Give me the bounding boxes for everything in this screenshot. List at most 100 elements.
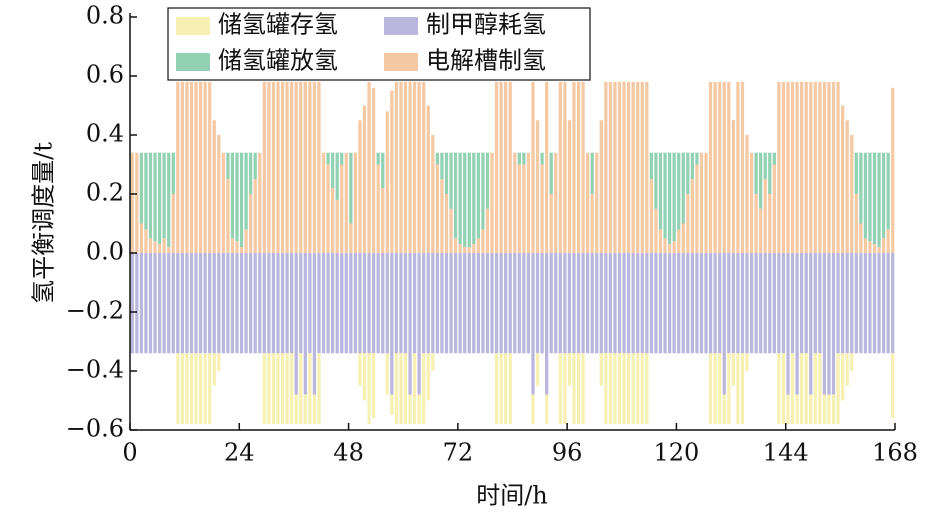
bar-segment (686, 152, 690, 194)
bar-segment (381, 152, 385, 189)
bar-segment (545, 394, 549, 425)
bar-segment (371, 353, 376, 419)
bar-segment (139, 223, 144, 253)
bar-segment (522, 253, 526, 354)
bar-segment (185, 81, 189, 254)
bar-segment (545, 253, 549, 395)
bar-segment (686, 194, 690, 253)
bar-segment (157, 152, 162, 245)
bar-segment (157, 244, 162, 253)
bar-segment (490, 152, 494, 253)
bar-segment (189, 353, 194, 425)
bar-segment (622, 253, 626, 354)
bar-segment (367, 253, 371, 354)
bar-segment (599, 253, 603, 354)
y-tick-label: 0.4 (86, 120, 124, 148)
y-tick-label: 0.8 (86, 2, 124, 30)
bar-segment (303, 394, 307, 425)
bar-segment (130, 253, 134, 354)
x-tick-label: 0 (122, 439, 137, 467)
bar-segment (258, 152, 262, 253)
legend-box (167, 7, 591, 81)
bar-segment (822, 253, 827, 395)
x-tick-label: 168 (872, 439, 918, 467)
bar-segment (276, 81, 280, 254)
bar-segment (262, 81, 266, 254)
bar-segment (426, 105, 430, 253)
bar-segment (613, 353, 617, 425)
bar-segment (804, 253, 808, 354)
bar-segment (440, 152, 444, 180)
bar-segment (567, 353, 572, 386)
bar-segment (759, 208, 763, 253)
bar-segment (886, 229, 890, 253)
bar-segment (335, 152, 339, 200)
bar-segment (217, 253, 221, 354)
bar-segment (781, 81, 786, 254)
bar-segment (877, 247, 881, 253)
bar-segment (412, 353, 417, 425)
bar-segment (786, 394, 790, 425)
y-tick-label: −0.4 (66, 356, 124, 384)
bar-segment (754, 253, 758, 354)
bar-segment (399, 81, 403, 254)
bar-segment (749, 253, 754, 354)
bar-segment (203, 81, 207, 254)
bar-segment (863, 253, 868, 354)
bar-segment (599, 120, 603, 253)
bar-segment (381, 253, 385, 354)
bar-segment (768, 253, 772, 354)
bar-segment (581, 253, 585, 354)
bar-segment (818, 253, 822, 354)
bar-segment (185, 353, 189, 425)
bar-segment (576, 81, 581, 254)
bar-segment (572, 353, 576, 425)
bar-segment (722, 253, 726, 395)
bar-segment (422, 81, 426, 254)
bar-segment (330, 188, 335, 253)
bar-segment (877, 253, 881, 354)
bar-segment (244, 152, 248, 230)
bar-segment (167, 253, 171, 354)
bar-segment (212, 353, 216, 386)
bar-segment (508, 81, 512, 254)
bar-segment (467, 253, 471, 354)
bar-segment (763, 152, 767, 180)
bar-segment (608, 81, 613, 254)
bar-segment (859, 152, 863, 224)
bar-segment (617, 253, 622, 354)
bar-segment (840, 105, 845, 253)
bar-segment (567, 120, 572, 253)
bar-segment (467, 247, 471, 253)
bar-segment (167, 247, 171, 253)
bar-segment (827, 253, 831, 395)
bar-segment (408, 394, 412, 425)
bar-segment (563, 253, 567, 354)
bar-segment (321, 253, 326, 354)
bar-segment (453, 152, 458, 239)
bar-segment (836, 353, 840, 425)
bar-segment (494, 353, 499, 425)
bar-segment (818, 353, 822, 425)
bar-segment (790, 81, 795, 254)
bar-segment (563, 353, 567, 425)
bar-segment (768, 152, 772, 194)
bar-segment (367, 81, 371, 254)
bar-segment (840, 253, 845, 354)
bar-segment (736, 353, 740, 425)
bar-segment (626, 81, 631, 254)
bar-segment (308, 253, 312, 354)
bar-segment (299, 81, 303, 254)
bar-segment (244, 229, 248, 253)
bar-segment (485, 253, 490, 354)
bar-segment (435, 152, 440, 165)
bar-segment (736, 253, 740, 354)
bar-segment (558, 353, 562, 425)
bar-segment (631, 81, 635, 254)
bar-segment (718, 81, 722, 254)
bar-segment (822, 81, 827, 254)
bar-segment (203, 253, 207, 354)
bar-segment (212, 120, 216, 253)
bar-segment (285, 353, 289, 425)
legend-label: 电解槽制氢 (426, 47, 546, 75)
